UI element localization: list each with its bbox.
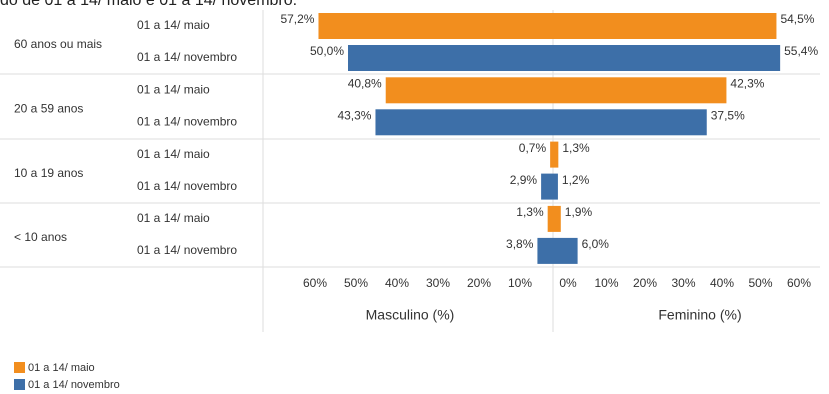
row-label: 01 a 14/ novembro: [137, 50, 237, 64]
x-tick-label: 40%: [385, 276, 409, 290]
x-tick-label: 60%: [787, 276, 811, 290]
chart-title: do de 01 a 14/ maio e 01 a 14/ novembro.: [0, 0, 297, 9]
row-label: 01 a 14/ maio: [137, 82, 210, 96]
x-tick-label: 20%: [633, 276, 657, 290]
bar: [375, 109, 553, 136]
row-label: 01 a 14/ maio: [137, 18, 210, 32]
bar: [550, 141, 553, 168]
category-label: 20 a 59 anos: [14, 101, 83, 115]
value-label: 55,4%: [784, 44, 818, 58]
value-label: 57,2%: [280, 12, 314, 26]
bar: [553, 141, 559, 168]
bar: [553, 173, 558, 200]
bar: [541, 173, 553, 200]
bar: [318, 13, 553, 39]
value-label: 1,2%: [562, 173, 590, 187]
row-label: 01 a 14/ maio: [137, 147, 210, 161]
x-tick-label: 50%: [344, 276, 368, 290]
bar: [553, 77, 727, 104]
bar: [553, 109, 707, 136]
bar: [547, 205, 553, 232]
value-label: 3,8%: [506, 237, 534, 251]
bar: [553, 13, 777, 39]
legend-label: 01 a 14/ novembro: [28, 379, 120, 391]
x-tick-label: 30%: [426, 276, 450, 290]
bar: [553, 237, 578, 264]
x-tick-label: 20%: [467, 276, 491, 290]
value-label: 1,3%: [562, 141, 590, 155]
x-tick-label: 10%: [594, 276, 618, 290]
bar: [385, 77, 553, 104]
value-label: 54,5%: [780, 12, 814, 26]
x-tick-label: 50%: [748, 276, 772, 290]
value-label: 1,3%: [516, 205, 544, 219]
axis-title: Feminino (%): [658, 307, 741, 323]
value-label: 0,7%: [519, 141, 547, 155]
value-label: 42,3%: [730, 76, 764, 90]
value-label: 1,9%: [565, 205, 593, 219]
row-label: 01 a 14/ maio: [137, 211, 210, 225]
value-label: 40,8%: [348, 76, 382, 90]
value-label: 43,3%: [337, 108, 371, 122]
x-tick-label: 0%: [559, 276, 577, 290]
value-label: 2,9%: [510, 173, 538, 187]
x-tick-label: 60%: [303, 276, 327, 290]
x-tick-label: 40%: [710, 276, 734, 290]
category-label: 10 a 19 anos: [14, 166, 83, 180]
row-label: 01 a 14/ novembro: [137, 114, 237, 128]
bar: [537, 237, 553, 264]
x-tick-label: 30%: [671, 276, 695, 290]
value-label: 50,0%: [310, 44, 344, 58]
bar: [553, 45, 781, 71]
bar: [553, 205, 561, 232]
axis-title: Masculino (%): [366, 307, 455, 323]
value-label: 6,0%: [582, 237, 610, 251]
category-label: < 10 anos: [14, 230, 67, 244]
category-label: 60 anos ou mais: [14, 37, 102, 51]
value-label: 37,5%: [711, 108, 745, 122]
row-label: 01 a 14/ novembro: [137, 243, 237, 257]
row-label: 01 a 14/ novembro: [137, 179, 237, 193]
x-tick-label: 10%: [508, 276, 532, 290]
legend-swatch: [14, 379, 25, 390]
legend-swatch: [14, 362, 25, 373]
legend-label: 01 a 14/ maio: [28, 362, 95, 374]
bar: [348, 45, 553, 71]
